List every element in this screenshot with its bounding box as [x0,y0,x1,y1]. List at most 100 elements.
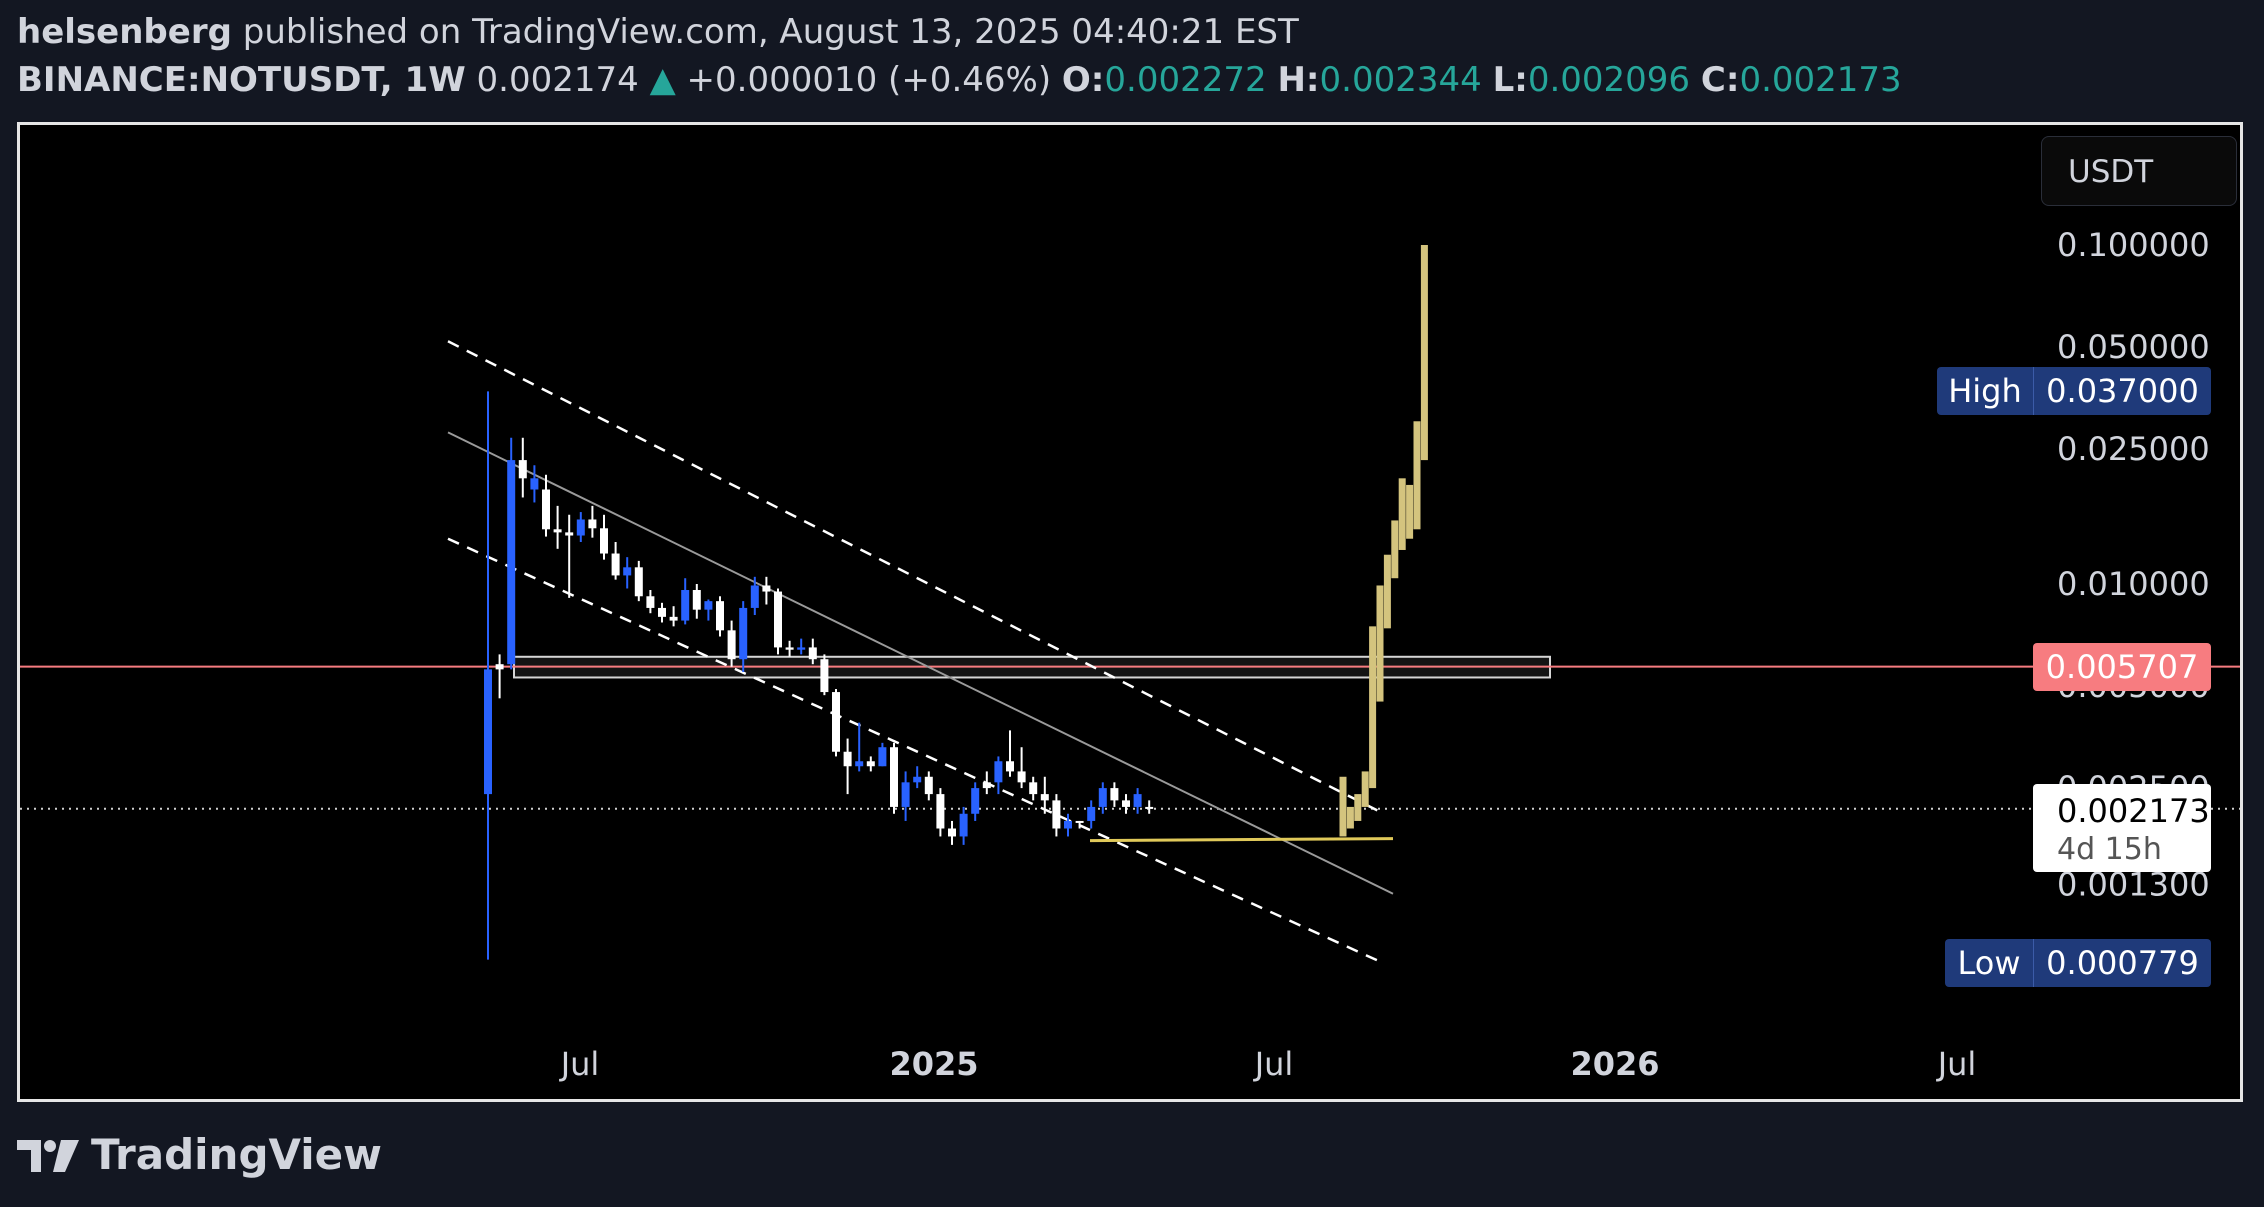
candle-body [959,813,968,837]
time-axis-label: 2025 [889,1045,978,1083]
candle-body [727,630,736,660]
tradingview-logo[interactable]: TradingView [17,1130,382,1179]
candle-body [1040,794,1049,801]
candle-body [843,751,852,767]
alert-price-tag: 0.005707 [2033,643,2211,691]
candle-body [692,590,701,610]
candle-body [901,782,910,807]
high-value: 0.002344 [1319,60,1482,100]
candle-body [913,776,922,783]
author-name[interactable]: helsenberg [17,12,232,52]
projection-candle [1376,585,1384,702]
open-value: 0.002272 [1104,60,1267,100]
time-axis-label: 2026 [1570,1045,1659,1083]
candle-body [1052,800,1061,829]
candle-body [1017,771,1026,783]
candle-body [797,647,806,650]
candle-body [1145,806,1154,809]
projection-candle [1383,554,1391,629]
candle-body [634,567,643,597]
high-label: H: [1277,60,1320,100]
current-price-tag: 0.002173 4d 15h [2033,784,2211,872]
currency-selector[interactable]: USDT [2041,136,2237,206]
candle-body [530,478,539,490]
last-price: 0.002174 [476,60,639,100]
candle-body [565,532,574,536]
candle-body [600,528,608,554]
low-tag-value: 0.000779 [2033,939,2211,987]
published-text: published on TradingView.com, August 13,… [242,12,1299,52]
channel-lower-line [447,537,1385,965]
candle-body [890,747,898,807]
candle-body [971,788,980,814]
candle-body [1064,820,1072,829]
symbol-name[interactable]: BINANCE:NOTUSDT, 1W [17,60,466,100]
candle-body [611,553,620,576]
candle-body [704,601,713,610]
candle-body [495,664,504,670]
tradingview-logo-icon [17,1139,79,1172]
candle-body [518,460,527,479]
candle-body [774,591,782,648]
candle-body [553,529,562,533]
candle-body [924,776,933,795]
up-arrow-icon: ▲ [649,60,676,100]
projection-candle [1339,776,1347,837]
candle-body [762,585,771,592]
candle-body [1133,794,1142,807]
price-scale-label: 0.100000 [2057,226,2210,264]
channel-upper-line [447,340,1385,815]
projection-candle [1361,771,1369,807]
candle-body [948,828,956,837]
candle-body [623,567,632,576]
low-value: 0.002096 [1527,60,1691,100]
low-tag-label: Low [1945,939,2033,987]
candle-body [832,692,840,752]
high-tag-label: High [1937,367,2033,415]
candle-body [1098,788,1107,807]
candle-body [542,489,550,530]
candle-body [820,659,829,693]
time-axis-label: Jul [559,1045,600,1083]
price-change: +0.000010 (+0.46%) [686,60,1052,100]
time-axis-label: Jul [1936,1045,1977,1083]
projection-candle [1369,626,1377,789]
projection-candle [1391,520,1399,579]
brand-name: TradingView [91,1130,382,1179]
candle-body [484,669,492,795]
chart-frame[interactable] [17,122,2243,1102]
candle-body [982,782,991,789]
close-value: 0.002173 [1739,60,1902,100]
close-label: C: [1700,60,1740,100]
projection-candle [1413,421,1421,530]
candle-body [1087,806,1096,821]
candle-body [808,647,817,660]
high-tag-value: 0.037000 [2033,367,2211,415]
low-label: L: [1492,60,1528,100]
candle-body [716,601,724,631]
candle-body [1122,800,1130,807]
candle-body [785,647,794,650]
current-price-value: 0.002173 [2057,792,2210,830]
candle-body [1029,782,1038,795]
candle-body [739,607,748,660]
candle-body [994,761,1003,783]
candle-body [750,585,759,608]
candle-body [576,519,585,536]
candle-body [588,519,597,529]
support-line [1089,837,1394,843]
price-scale-label: 0.050000 [2057,328,2210,366]
candle-body [855,761,864,767]
projection-candle [1398,478,1406,550]
candle-body [1110,788,1119,801]
projection-candle [1420,245,1428,461]
candle-body [1075,820,1084,823]
price-scale-label: 0.025000 [2057,430,2210,468]
channel-midline [447,431,1394,895]
symbol-legend: BINANCE:NOTUSDT, 1W 0.002174 ▲ +0.000010… [17,60,1902,100]
candle-body [646,596,655,608]
candle-body [507,460,516,665]
open-label: O: [1061,60,1105,100]
projection-candle [1406,484,1414,539]
